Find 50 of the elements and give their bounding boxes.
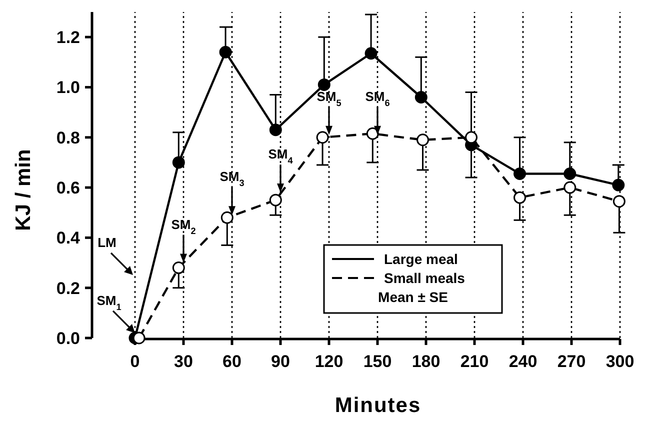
y-tick-label: 1.0	[56, 78, 80, 98]
point	[269, 194, 282, 206]
point	[465, 131, 478, 144]
x-tick-label: 270	[557, 352, 586, 371]
point	[414, 91, 428, 104]
point	[132, 332, 146, 344]
x-tick-label: 0	[130, 352, 140, 371]
point	[316, 131, 329, 144]
point	[269, 124, 282, 136]
point	[172, 262, 185, 274]
annotation: SM$_{1}$	[96, 292, 122, 312]
x-tick-label: 150	[363, 352, 392, 371]
point	[366, 127, 379, 140]
point	[564, 167, 576, 180]
legend-label: Large meal	[384, 250, 458, 267]
annotation: SM$_{2}$	[171, 216, 196, 236]
annotation: SM$_{4}$	[268, 146, 294, 166]
y-tick-label: 0.8	[56, 128, 80, 148]
point	[514, 191, 526, 204]
y-axis-title: KJ / min	[12, 149, 35, 231]
point	[364, 47, 378, 60]
point	[416, 134, 430, 146]
x-tick-label: 180	[412, 352, 440, 371]
y-tick-label: 0.6	[56, 178, 80, 198]
legend-label: Small meals	[384, 270, 466, 286]
x-axis-title: Minutes	[334, 394, 422, 417]
annotation: SM$_{5}$	[316, 88, 342, 108]
point	[318, 78, 330, 91]
point	[612, 195, 626, 208]
y-tick-label: 0.4	[56, 228, 81, 248]
y-tick-label: 1.2	[56, 28, 80, 48]
x-tick-label: 210	[460, 352, 489, 371]
x-tick-label: 30	[174, 352, 193, 371]
annotation: SM$_{6}$	[365, 88, 390, 108]
x-tick-label: 120	[314, 352, 344, 371]
point	[172, 156, 185, 169]
point	[220, 211, 234, 224]
x-tick-label: 90	[271, 352, 290, 371]
text: LM	[98, 235, 116, 250]
annotation: SM$_{3}$	[220, 169, 244, 188]
x-tick-label: 60	[222, 352, 242, 371]
x-tick-label: 240	[508, 352, 538, 371]
legend-title: Mean ± SE	[378, 288, 448, 305]
y-tick-label: 0.0	[56, 328, 80, 348]
point	[514, 167, 526, 180]
y-tick-label: 0.2	[56, 278, 80, 298]
x-tick-label: 300	[606, 352, 634, 371]
point	[219, 46, 232, 58]
point	[612, 178, 625, 192]
point	[564, 181, 576, 194]
